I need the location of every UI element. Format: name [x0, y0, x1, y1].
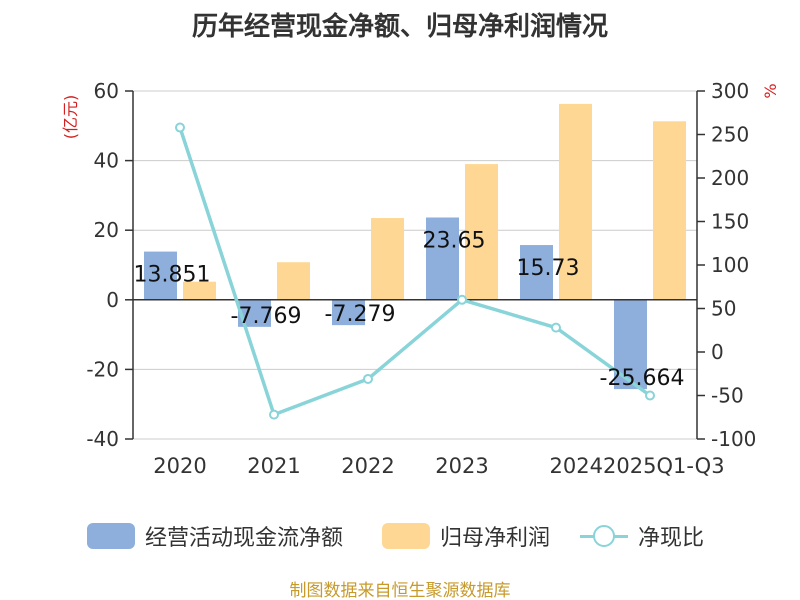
data-label: 13.851 — [134, 263, 211, 288]
legend-item-net-profit[interactable]: 归母净利润 — [382, 516, 550, 556]
y-left-tick-label: -20 — [86, 357, 119, 381]
y-right-tick-label: 50 — [711, 297, 736, 321]
x-tick-label: 2022 — [341, 454, 394, 478]
x-tick-label: 2021 — [247, 454, 300, 478]
ratio-point — [363, 373, 373, 384]
legend-item-ratio[interactable]: 净现比 — [580, 516, 704, 556]
x-tick-label: 2023 — [435, 454, 488, 478]
ratio-point — [645, 390, 655, 401]
bar-cash-flow — [520, 245, 553, 300]
bar-net-profit — [277, 262, 310, 300]
y-right-tick-label: 0 — [711, 340, 724, 364]
ratio-point — [269, 409, 279, 420]
bar-net-profit — [183, 281, 216, 300]
y-left-tick-label: 0 — [106, 288, 119, 312]
legend-label-ratio: 净现比 — [638, 526, 705, 551]
bar-net-profit — [465, 164, 498, 300]
y-right-tick-label: 300 — [711, 79, 749, 103]
x-tick-label: 2024 — [550, 454, 603, 478]
data-label: 15.73 — [517, 256, 580, 281]
data-label: 23.65 — [423, 228, 486, 253]
y-right-tick-label: -100 — [711, 427, 756, 451]
y-right-tick-label: 100 — [711, 253, 749, 277]
y-right-axis-title: % — [761, 83, 780, 98]
legend-swatch-ratio — [580, 523, 628, 549]
legend: 经营活动现金流净额 归母净利润 净现比 — [0, 516, 800, 556]
ratio-point — [175, 122, 185, 133]
ratio-line — [178, 126, 652, 417]
y-left-tick-label: 20 — [94, 218, 119, 242]
x-tick-label: 2025Q1-Q3 — [603, 454, 725, 478]
chart-title: 历年经营现金净额、归母净利润情况 — [191, 12, 608, 42]
y-left-tick-label: -40 — [86, 427, 119, 451]
y-right-tick-label: 150 — [711, 210, 749, 234]
bar-cash-flow — [144, 251, 177, 300]
x-tick-label: 2020 — [153, 454, 206, 478]
y-left-tick-label: 40 — [94, 149, 119, 173]
legend-swatch-cash-flow — [87, 523, 135, 549]
y-right-tick-label: 200 — [711, 166, 749, 190]
legend-label-net-profit: 归母净利润 — [440, 526, 551, 551]
legend-swatch-net-profit — [382, 523, 430, 549]
legend-label-cash-flow: 经营活动现金流净额 — [145, 526, 344, 551]
data-label: -7.279 — [325, 302, 396, 327]
y-left-axis-title: (亿元) — [61, 95, 80, 140]
data-label: -25.664 — [600, 366, 685, 391]
y-right-tick-label: 250 — [711, 123, 749, 147]
legend-item-cash-flow[interactable]: 经营活动现金流净额 — [87, 516, 343, 556]
bar-net-profit — [371, 218, 404, 300]
bar-cash-flow — [332, 299, 365, 326]
ratio-point — [551, 322, 561, 333]
source-note: 制图数据来自恒生聚源数据库 — [289, 581, 511, 600]
data-label: -7.769 — [231, 304, 302, 329]
y-right-tick-label: -50 — [711, 384, 744, 408]
bar-cash-flow — [426, 217, 459, 300]
bar-net-profit — [559, 103, 592, 300]
y-left-tick-label: 60 — [94, 79, 119, 103]
ratio-point — [457, 294, 467, 305]
bar-net-profit — [653, 121, 686, 300]
